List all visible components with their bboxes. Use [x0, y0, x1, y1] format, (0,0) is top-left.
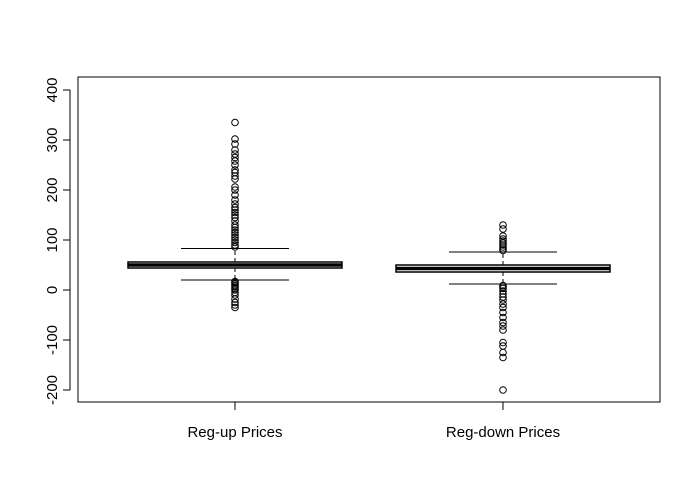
outlier-point [499, 241, 507, 249]
outlier-point [499, 235, 507, 243]
outlier-point [499, 338, 507, 347]
y-tick-label: 0 [44, 286, 61, 294]
outlier-point [231, 135, 239, 143]
outlier-point [499, 386, 507, 394]
outlier-point [231, 140, 239, 148]
x-tick-label: Reg-up Prices [187, 424, 282, 441]
outlier-point [231, 161, 239, 169]
y-tick-label: 400 [44, 77, 61, 102]
outlier-point [231, 236, 239, 244]
outlier-point [231, 168, 239, 177]
y-tick-label: -200 [44, 375, 61, 405]
boxes-layer [127, 118, 611, 394]
outlier-point [499, 283, 507, 291]
outlier-point [499, 326, 507, 334]
outlier-point [231, 166, 239, 174]
outlier-point [231, 146, 239, 154]
y-axis: -200 -100 0 100 200 300 400 [44, 77, 71, 405]
outlier-point [499, 237, 507, 245]
outlier-point [499, 353, 507, 362]
outlier-point [231, 150, 239, 158]
outlier-point [499, 296, 507, 304]
outlier-point [499, 313, 507, 322]
outlier-point [231, 238, 239, 247]
outlier-point [231, 228, 239, 237]
outlier-point [231, 233, 239, 242]
outlier-point [499, 322, 507, 330]
outlier-point [231, 231, 239, 239]
outlier-point [499, 342, 507, 350]
outlier-point [499, 303, 507, 312]
x-axis: Reg-up Prices Reg-down Prices [187, 402, 560, 441]
outlier-point [499, 281, 507, 290]
y-tick-label: 300 [44, 127, 61, 152]
outlier-point [231, 221, 239, 229]
outlier-point [231, 191, 239, 199]
outlier-point [499, 245, 507, 253]
outlier-point [231, 203, 239, 212]
outlier-point [231, 277, 239, 286]
outlier-point [499, 308, 507, 317]
outlier-point [231, 153, 239, 162]
plot-frame [77, 76, 661, 403]
outlier-point [231, 241, 239, 249]
outlier-point [231, 213, 239, 222]
outlier-point [231, 217, 239, 225]
outlier-point [231, 206, 239, 214]
outlier-point [499, 225, 507, 233]
outlier-point [499, 318, 507, 327]
outlier-point [499, 293, 507, 301]
y-tick-label: 100 [44, 227, 61, 252]
outlier-point [231, 301, 239, 309]
outlier-point [231, 226, 239, 234]
outlier-point [231, 200, 239, 208]
outlier-point [499, 348, 507, 357]
outlier-point [231, 298, 239, 307]
outlier-point [231, 172, 239, 180]
outlier-point [499, 221, 507, 229]
y-tick-label: 200 [44, 177, 61, 202]
outlier-point [231, 303, 239, 312]
outlier-point [231, 211, 239, 219]
outlier-point [231, 196, 239, 204]
outlier-point [231, 208, 239, 217]
box-reg-up [127, 118, 343, 312]
x-tick-label: Reg-down Prices [446, 424, 560, 441]
outlier-point [231, 186, 239, 194]
box-reg-down [395, 221, 611, 394]
outlier-point [499, 287, 507, 295]
outlier-point [231, 183, 239, 191]
outlier-point [231, 118, 239, 127]
outlier-point [499, 243, 507, 251]
y-tick-label: -100 [44, 325, 61, 355]
